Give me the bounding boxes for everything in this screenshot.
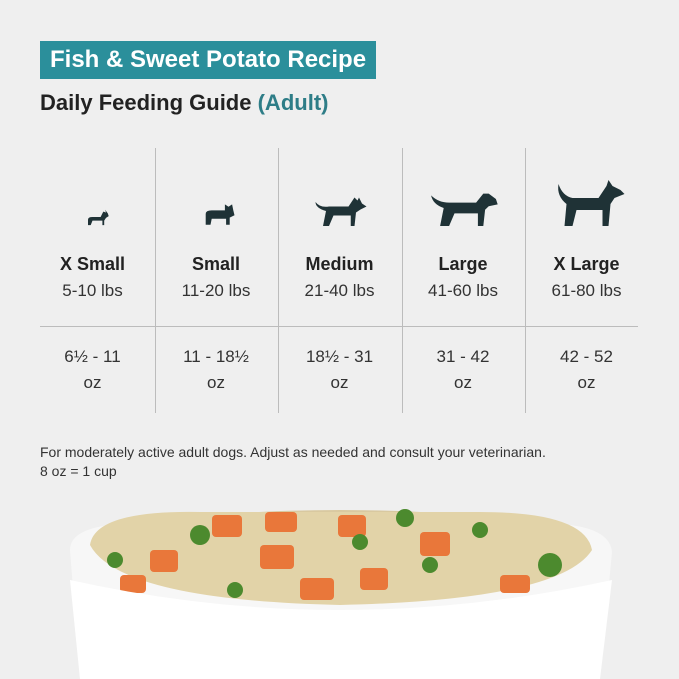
amount-unit: oz [454, 373, 472, 392]
note-line: For moderately active adult dogs. Adjust… [40, 444, 546, 460]
daily-amount: 6½ - 11 [64, 347, 121, 366]
amount-unit: oz [330, 373, 349, 392]
column-divider [401, 148, 403, 413]
subtitle: Daily Feeding Guide (Adult) [40, 90, 328, 116]
weight-range: 21-40 lbs [304, 281, 375, 300]
daily-amount: 42 - 52 [560, 347, 613, 366]
size-column: X Large 61-80 lbs 42 - 52 oz [525, 148, 648, 413]
dog-icon [88, 209, 109, 226]
size-column: X Small 5-10 lbs 6½ - 11 oz [31, 148, 154, 413]
weight-range: 41-60 lbs [428, 281, 498, 300]
size-label: Medium [305, 254, 374, 274]
amount-unit: oz [207, 373, 225, 392]
size-label: Small [191, 254, 241, 274]
column-divider [154, 148, 156, 413]
amount-unit: oz [577, 373, 596, 392]
daily-amount: 31 - 42 [436, 347, 490, 366]
size-label: X Small [59, 254, 126, 274]
size-column: Medium 21-40 lbs 18½ - 31 oz [278, 148, 401, 413]
size-column: Small 11-20 lbs 11 - 18½ oz [155, 148, 278, 413]
size-column: Large 41-60 lbs 31 - 42 oz [402, 148, 525, 413]
size-label: X Large [553, 254, 620, 274]
column-divider [278, 148, 279, 413]
footnote: For moderately active adult dogs. Adjust… [40, 443, 546, 481]
column-divider [525, 148, 526, 413]
subtitle-text: Daily Feeding Guide [40, 90, 252, 115]
weight-range: 5-10 lbs [62, 281, 123, 300]
daily-amount: 18½ - 31 [305, 347, 374, 366]
divider [40, 326, 638, 327]
dog-icon [558, 180, 625, 226]
recipe-title: Fish & Sweet Potato Recipe [40, 41, 377, 79]
weight-range: 11-20 lbs [181, 281, 251, 300]
food-bowl-image [70, 509, 612, 679]
dog-icon [315, 197, 367, 226]
dog-icon [430, 193, 498, 226]
daily-amount: 11 - 18½ [183, 347, 249, 366]
size-label: Large [438, 254, 488, 274]
amount-unit: oz [83, 373, 102, 392]
note-line: 8 oz = 1 cup [40, 463, 117, 479]
subtitle-qualifier: (Adult) [257, 90, 329, 115]
dog-icon [205, 204, 234, 225]
weight-range: 61-80 lbs [551, 281, 622, 300]
